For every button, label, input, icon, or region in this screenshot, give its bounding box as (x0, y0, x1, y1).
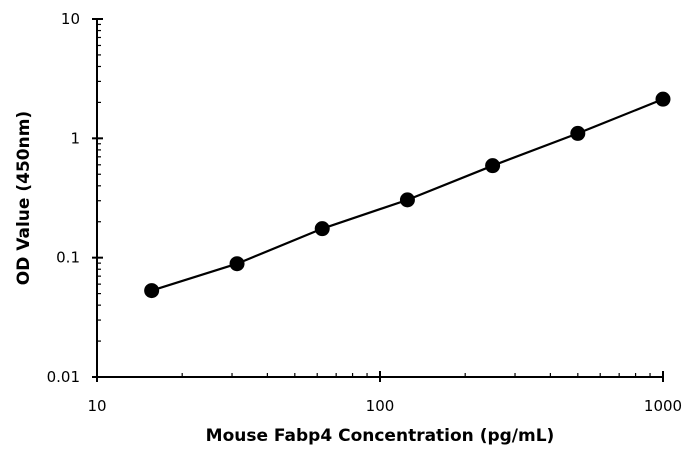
ticks: 0.01 0.1 1 10 10 100 1000 (47, 10, 683, 415)
x-tick-label: 1000 (644, 397, 682, 415)
data-point (570, 125, 586, 141)
data-point (229, 256, 245, 272)
data-point (485, 158, 501, 174)
series (144, 91, 671, 299)
y-axis-title: OD Value (450nm) (14, 111, 34, 285)
y-tick-label: 10 (61, 10, 80, 28)
data-point (399, 192, 415, 208)
y-tick-label: 0.01 (47, 368, 80, 386)
x-axis-title: Mouse Fabp4 Concentration (pg/mL) (206, 426, 555, 446)
axes (96, 19, 663, 378)
data-point (314, 221, 330, 237)
x-tick-label: 100 (366, 397, 395, 415)
y-tick-label: 1 (70, 129, 80, 147)
x-tick-label: 10 (87, 397, 106, 415)
data-point (655, 91, 671, 107)
y-tick-label: 0.1 (56, 249, 80, 267)
data-point (144, 283, 160, 299)
